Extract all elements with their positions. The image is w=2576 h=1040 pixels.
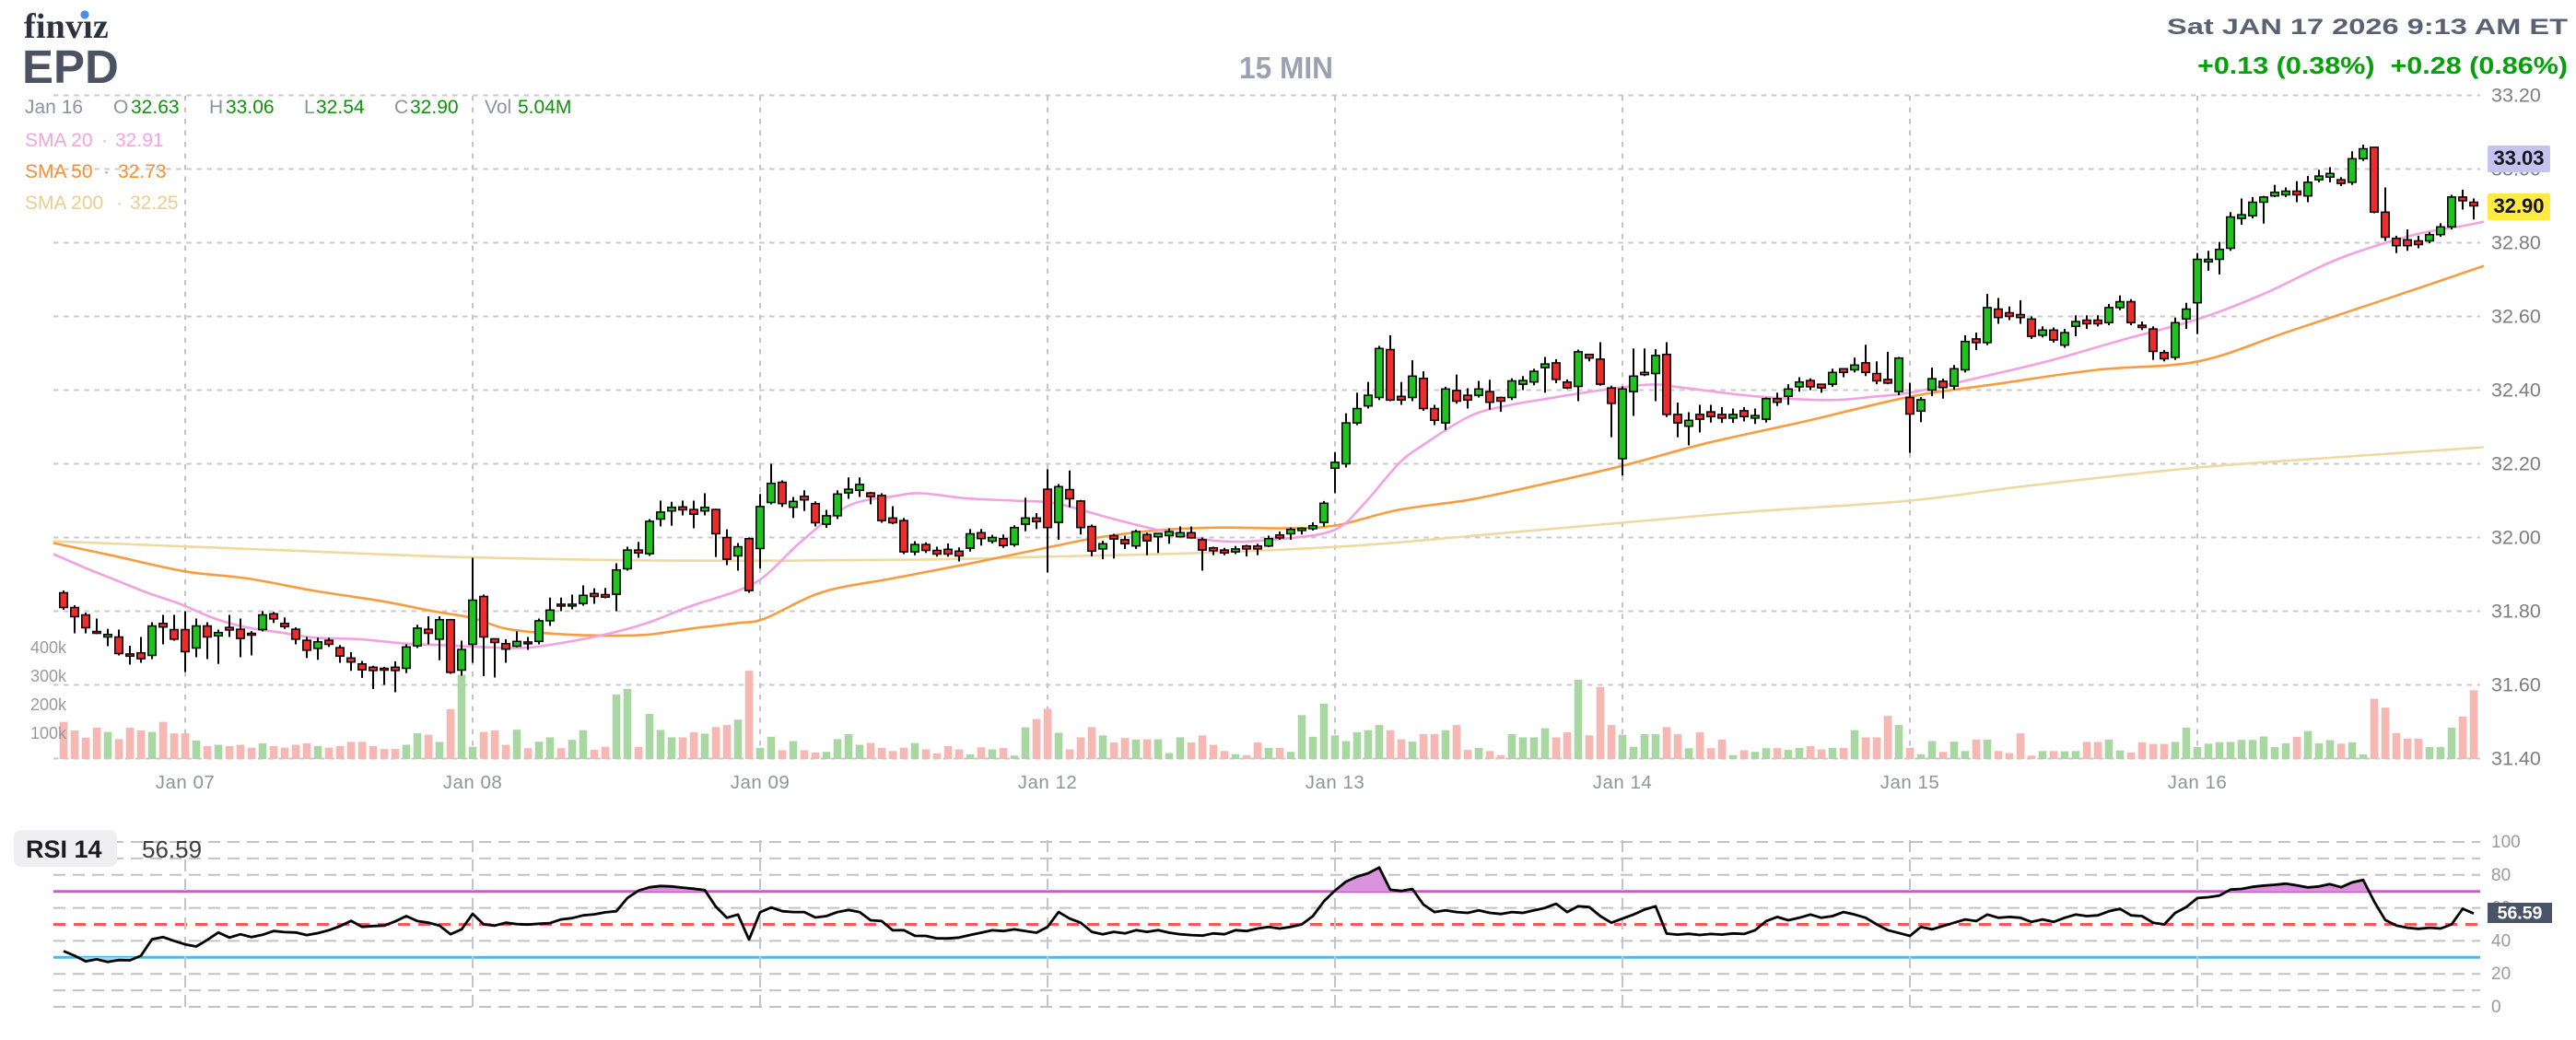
svg-text:32.25: 32.25 — [130, 193, 179, 214]
svg-text:32.00: 32.00 — [2491, 527, 2541, 549]
svg-text:40: 40 — [2491, 931, 2511, 951]
svg-text:32.60: 32.60 — [2491, 306, 2541, 328]
svg-text:·: · — [116, 193, 123, 214]
svg-text:Jan 13: Jan 13 — [1306, 772, 1365, 793]
svg-text:finvız: finvız — [24, 7, 109, 46]
svg-text:33.06: 33.06 — [226, 97, 275, 118]
svg-text:SMA 50: SMA 50 — [25, 161, 93, 182]
svg-text:Jan 09: Jan 09 — [731, 772, 790, 793]
svg-text:32.90: 32.90 — [2493, 194, 2544, 217]
svg-text:Jan 07: Jan 07 — [156, 772, 216, 793]
svg-text:32.54: 32.54 — [316, 97, 365, 118]
svg-text:56.59: 56.59 — [142, 836, 202, 863]
svg-text:300k: 300k — [30, 667, 67, 685]
svg-text:33.03: 33.03 — [2493, 146, 2544, 169]
svg-text:20: 20 — [2491, 964, 2511, 984]
svg-text:SMA 200: SMA 200 — [25, 193, 103, 214]
svg-text:32.80: 32.80 — [2491, 232, 2541, 254]
svg-text:H: H — [209, 97, 223, 118]
svg-text:EPD: EPD — [22, 41, 119, 93]
svg-text:0: 0 — [2491, 998, 2501, 1017]
svg-text:Jan 16: Jan 16 — [25, 97, 83, 118]
svg-text:33.20: 33.20 — [2491, 85, 2541, 107]
svg-text:56.59: 56.59 — [2498, 904, 2543, 924]
svg-text:32.20: 32.20 — [2491, 453, 2541, 475]
svg-text:·: · — [101, 130, 108, 151]
svg-text:O: O — [113, 97, 128, 118]
svg-text:Vol: Vol — [485, 97, 511, 118]
svg-text:32.90: 32.90 — [410, 97, 459, 118]
svg-text:C: C — [394, 97, 408, 118]
svg-text:Jan 15: Jan 15 — [1880, 772, 1940, 793]
svg-text:Jan 16: Jan 16 — [2168, 772, 2228, 793]
svg-text:32.91: 32.91 — [115, 130, 164, 151]
svg-text:200k: 200k — [30, 695, 67, 714]
svg-text:31.80: 31.80 — [2491, 601, 2541, 623]
svg-text:Jan 12: Jan 12 — [1018, 772, 1078, 793]
svg-text:31.60: 31.60 — [2491, 674, 2541, 696]
svg-text:+0.13 (0.38%) +0.28 (0.86%): +0.13 (0.38%) +0.28 (0.86%) — [2197, 52, 2568, 79]
svg-text:5.04M: 5.04M — [518, 97, 571, 118]
svg-text:100k: 100k — [30, 724, 67, 742]
svg-text:32.73: 32.73 — [118, 161, 167, 182]
svg-text:Jan 14: Jan 14 — [1593, 772, 1653, 793]
svg-text:32.40: 32.40 — [2491, 380, 2541, 402]
svg-text:L: L — [304, 97, 315, 118]
svg-text:100: 100 — [2491, 833, 2521, 852]
svg-text:31.40: 31.40 — [2491, 748, 2541, 770]
svg-text:Jan 08: Jan 08 — [443, 772, 503, 793]
svg-text:Sat JAN 17 2026 9:13 AM ET: Sat JAN 17 2026 9:13 AM ET — [2167, 15, 2568, 40]
svg-text:400k: 400k — [30, 638, 67, 657]
svg-text:32.63: 32.63 — [131, 97, 180, 118]
svg-text:RSI 14: RSI 14 — [26, 836, 102, 863]
svg-text:80: 80 — [2491, 866, 2511, 885]
svg-text:SMA 20: SMA 20 — [25, 130, 93, 151]
svg-text:15 MIN: 15 MIN — [1239, 51, 1333, 85]
svg-text:·: · — [103, 161, 110, 182]
